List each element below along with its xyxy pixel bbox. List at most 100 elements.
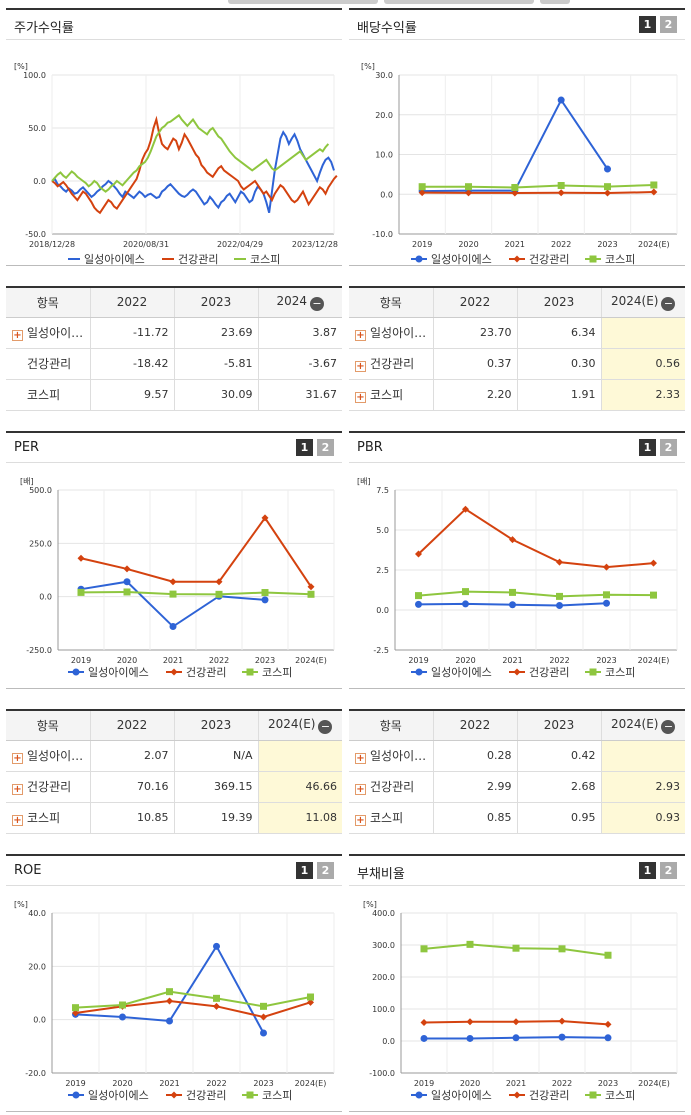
y-tick-label: -20.0 [25,1069,46,1078]
view-1-button[interactable]: 1 [296,439,313,456]
row-name[interactable]: + 일성아이… [349,740,434,772]
column-header[interactable]: 2024(E) − [601,710,685,741]
legend-marker [589,668,597,676]
panel-title: 부채비율 [357,867,405,882]
collapse-icon[interactable]: − [661,296,676,311]
legend-marker [513,255,521,263]
view-1-button[interactable]: 1 [639,862,656,879]
data-point [119,1001,126,1009]
x-tick-label: 2022 [209,656,229,665]
data-point [603,563,610,571]
row-name[interactable]: + 일성아이… [6,317,91,349]
x-tick-label: 2022/04/29 [217,240,263,249]
data-point [604,1020,612,1028]
expand-icon[interactable]: + [355,753,366,764]
expand-icon[interactable]: + [355,392,366,403]
unit-label: [배] [357,477,371,486]
view-2-button[interactable]: 2 [317,439,334,456]
data-point [213,942,220,950]
expand-icon[interactable]: + [12,330,23,341]
data-point [558,1033,566,1041]
series-line-0 [422,98,609,193]
data-point [511,183,519,191]
column-header[interactable]: 2024− [258,287,342,318]
table-row: 코스피 9.57 30.09 31.67 [6,379,342,411]
table-cell: -3.67 [258,348,342,380]
view-2-button[interactable]: 2 [317,862,334,879]
row-name[interactable]: 건강관리 [6,348,91,380]
series-line-2 [75,990,311,1009]
expand-icon[interactable]: + [12,784,23,795]
data-point [261,589,269,597]
x-tick-label: 2024(E) [638,240,670,249]
table-cell: -18.42 [90,348,175,380]
column-header[interactable]: 2024(E) − [601,287,685,318]
x-tick-label: 2020 [455,656,475,665]
series-line-2 [80,590,312,596]
y-tick-label: 100.0 [372,1005,395,1014]
view-2-button[interactable]: 2 [660,16,677,33]
table-cell: 0.37 [433,348,518,380]
row-name[interactable]: + 코스피 [349,802,434,834]
legend-label: 코스피 [605,1089,635,1102]
x-tick-label: 2021 [506,1079,526,1088]
legend-marker [246,668,254,676]
expand-icon[interactable]: + [12,753,23,764]
x-tick-label: 2019 [408,656,428,665]
return-table: 항목 2022 2023 2024− + 일성아이… -11.72 23.69 3.87 건강관리… [6,286,342,411]
y-tick-label: 300.0 [372,941,395,950]
row-name[interactable]: 코스피 [6,379,91,411]
table-row: + 일성아이… 23.70 6.34 [349,317,685,349]
legend-marker [589,255,597,263]
expand-icon[interactable]: + [355,330,366,341]
y-tick-label: 0.0 [39,593,52,602]
row-name[interactable]: + 일성아이… [349,317,434,349]
data-point [213,1002,220,1010]
collapse-icon[interactable]: − [310,296,325,311]
row-name[interactable]: + 건강관리 [349,771,434,803]
row-name[interactable]: + 건강관리 [349,348,434,380]
data-point [307,583,315,591]
y-tick-label: 0.0 [382,1037,395,1046]
legend-marker [170,1091,178,1099]
expand-icon[interactable]: + [12,815,23,826]
x-tick-label: 2023 [598,1079,618,1088]
expand-icon[interactable]: + [355,815,366,826]
x-tick-label: 2019 [414,1079,434,1088]
row-name[interactable]: + 일성아이… [6,740,91,772]
table-cell: 0.95 [517,802,602,834]
data-point [466,940,474,948]
roe-chart: [%] 40.0 20.0 0.0 -20.0 2019 2020 2021 2022 2023 2… [6,887,342,1112]
expand-icon[interactable]: + [355,784,366,795]
expand-icon[interactable]: + [355,361,366,372]
view-1-button[interactable]: 1 [296,862,313,879]
data-point [604,189,611,197]
view-2-button[interactable]: 2 [660,862,677,879]
column-header[interactable]: 2024(E) − [258,710,342,741]
data-point [462,588,469,596]
pbr-table: 항목 2022 2023 2024(E) − + 일성아이… 0.28 0.42 + 건강관리 2.9… [349,709,685,834]
row-name[interactable]: + 코스피 [6,802,91,834]
table-cell: N/A [174,740,259,772]
x-tick-label: 2018/12/28 [29,240,75,249]
y-tick-label: 500.0 [29,486,52,495]
view-1-button[interactable]: 1 [639,16,656,33]
collapse-icon[interactable]: − [661,719,676,734]
legend-label: 건강관리 [529,666,569,679]
table-cell: 2.07 [90,740,175,772]
view-1-button[interactable]: 1 [639,439,656,456]
x-tick-label: 2019 [71,656,91,665]
y-tick-label: 100.0 [23,71,46,80]
data-point [650,188,658,196]
view-2-button[interactable]: 2 [660,439,677,456]
legend-marker [415,668,423,676]
table-cell: 70.16 [90,771,175,803]
row-name[interactable]: + 코스피 [349,379,434,411]
row-name[interactable]: + 건강관리 [6,771,91,803]
legend-label: 일성아이에스 [88,665,149,679]
data-point [307,590,315,598]
x-tick-label: 2024(E) [638,1079,670,1088]
collapse-icon[interactable]: − [318,719,333,734]
